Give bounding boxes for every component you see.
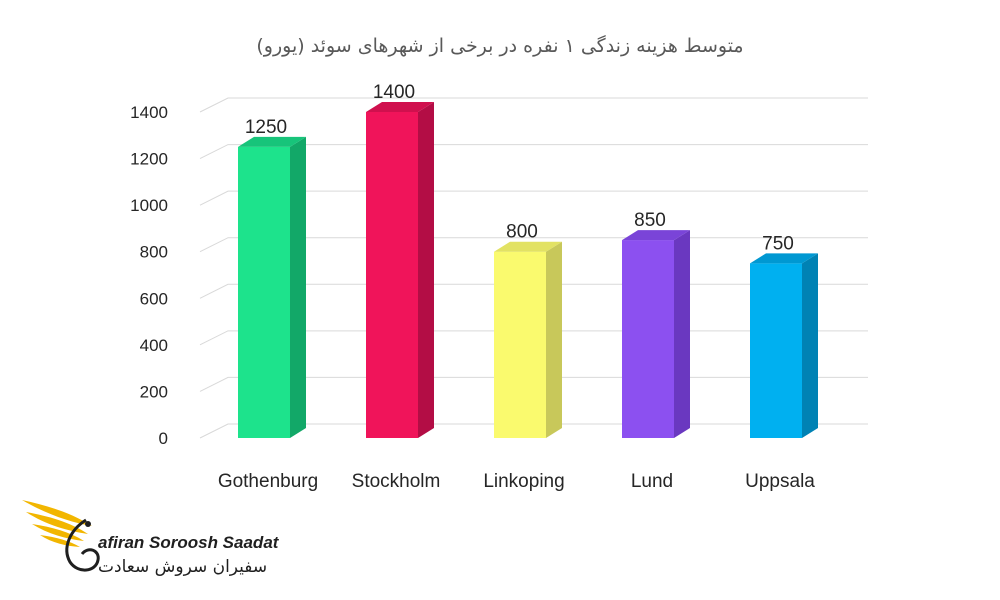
y-tick-label: 1400 [130,103,168,122]
bar-top [366,102,434,112]
gridline [199,190,868,206]
y-axis-ticks: 0 200 400 600 800 1000 1200 1400 [130,103,168,448]
bar-front [366,112,418,438]
bar-top [238,136,306,147]
y-tick-label: 1200 [130,150,168,169]
y-tick-label: 600 [140,289,168,308]
data-label: 850 [634,210,666,231]
bar [238,136,306,438]
category-label: Linkoping [483,471,564,492]
gridline [199,144,868,160]
bar-side [418,102,434,438]
bar-top [622,230,690,241]
gridlines [199,97,868,439]
gridline [199,97,868,113]
bar-side [802,253,818,438]
company-logo: afiran Soroosh Saadat سفیران سروش سعادت [22,500,280,577]
bar-side [546,241,562,438]
logo-text-fa: سفیران سروش سعادت [98,557,267,577]
bar-top [494,241,562,252]
bar [366,102,434,438]
y-tick-label: 200 [140,382,168,401]
data-label: 800 [506,222,538,243]
bird-wing-icon [22,500,100,572]
bar-top [750,253,818,264]
data-label: 1400 [373,82,415,103]
bar-front [622,240,674,438]
bars [238,102,818,438]
chart-title: متوسط هزینه زندگی ۱ نفره در برخی از شهره… [256,34,743,57]
y-tick-label: 0 [159,429,168,448]
logo-text-en: afiran Soroosh Saadat [98,533,280,552]
data-label: 1250 [245,117,287,138]
y-tick-label: 1000 [130,196,168,215]
bar-side [674,230,690,438]
y-tick-label: 400 [140,336,168,355]
bar-front [238,146,290,438]
category-label: Gothenburg [218,471,318,492]
bar [750,253,818,438]
category-label: Lund [631,471,673,492]
y-tick-label: 800 [140,243,168,262]
bar [622,230,690,438]
bar [494,241,562,438]
bar-front [494,251,546,438]
data-labels: 1250 1400 800 850 750 [245,82,794,254]
bar-side [290,136,306,438]
category-label: Uppsala [745,471,815,492]
category-label: Stockholm [352,471,441,492]
category-labels: Gothenburg Stockholm Linkoping Lund Uppsala [218,471,815,492]
bar-front [750,263,802,438]
data-label: 750 [762,233,794,254]
